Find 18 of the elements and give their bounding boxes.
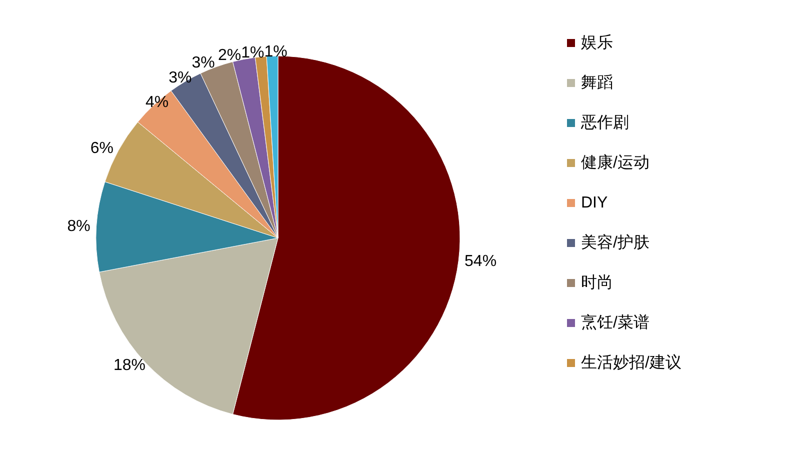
legend-label: 恶作剧 bbox=[580, 114, 629, 132]
legend-label: 生活妙招/建议 bbox=[581, 354, 682, 372]
data-label: 54% bbox=[464, 252, 497, 270]
data-label: 1% bbox=[264, 44, 288, 61]
legend-label: 美容/护肤 bbox=[581, 234, 650, 252]
legend-label: 烹饪/菜谱 bbox=[581, 314, 650, 332]
data-label: 3% bbox=[192, 54, 215, 72]
data-label: 18% bbox=[113, 356, 146, 374]
legend-label: DIY bbox=[581, 194, 608, 212]
legend-label: 娱乐 bbox=[581, 34, 613, 52]
data-label: 1% bbox=[241, 44, 264, 62]
data-label: 8% bbox=[67, 218, 90, 235]
legend-label: 舞蹈 bbox=[581, 74, 613, 92]
legend-label: 时尚 bbox=[581, 274, 613, 292]
legend-label: 健康/运动 bbox=[581, 154, 650, 172]
data-label: 2% bbox=[218, 46, 242, 64]
data-label: 3% bbox=[168, 69, 192, 86]
data-label: 6% bbox=[90, 140, 114, 157]
